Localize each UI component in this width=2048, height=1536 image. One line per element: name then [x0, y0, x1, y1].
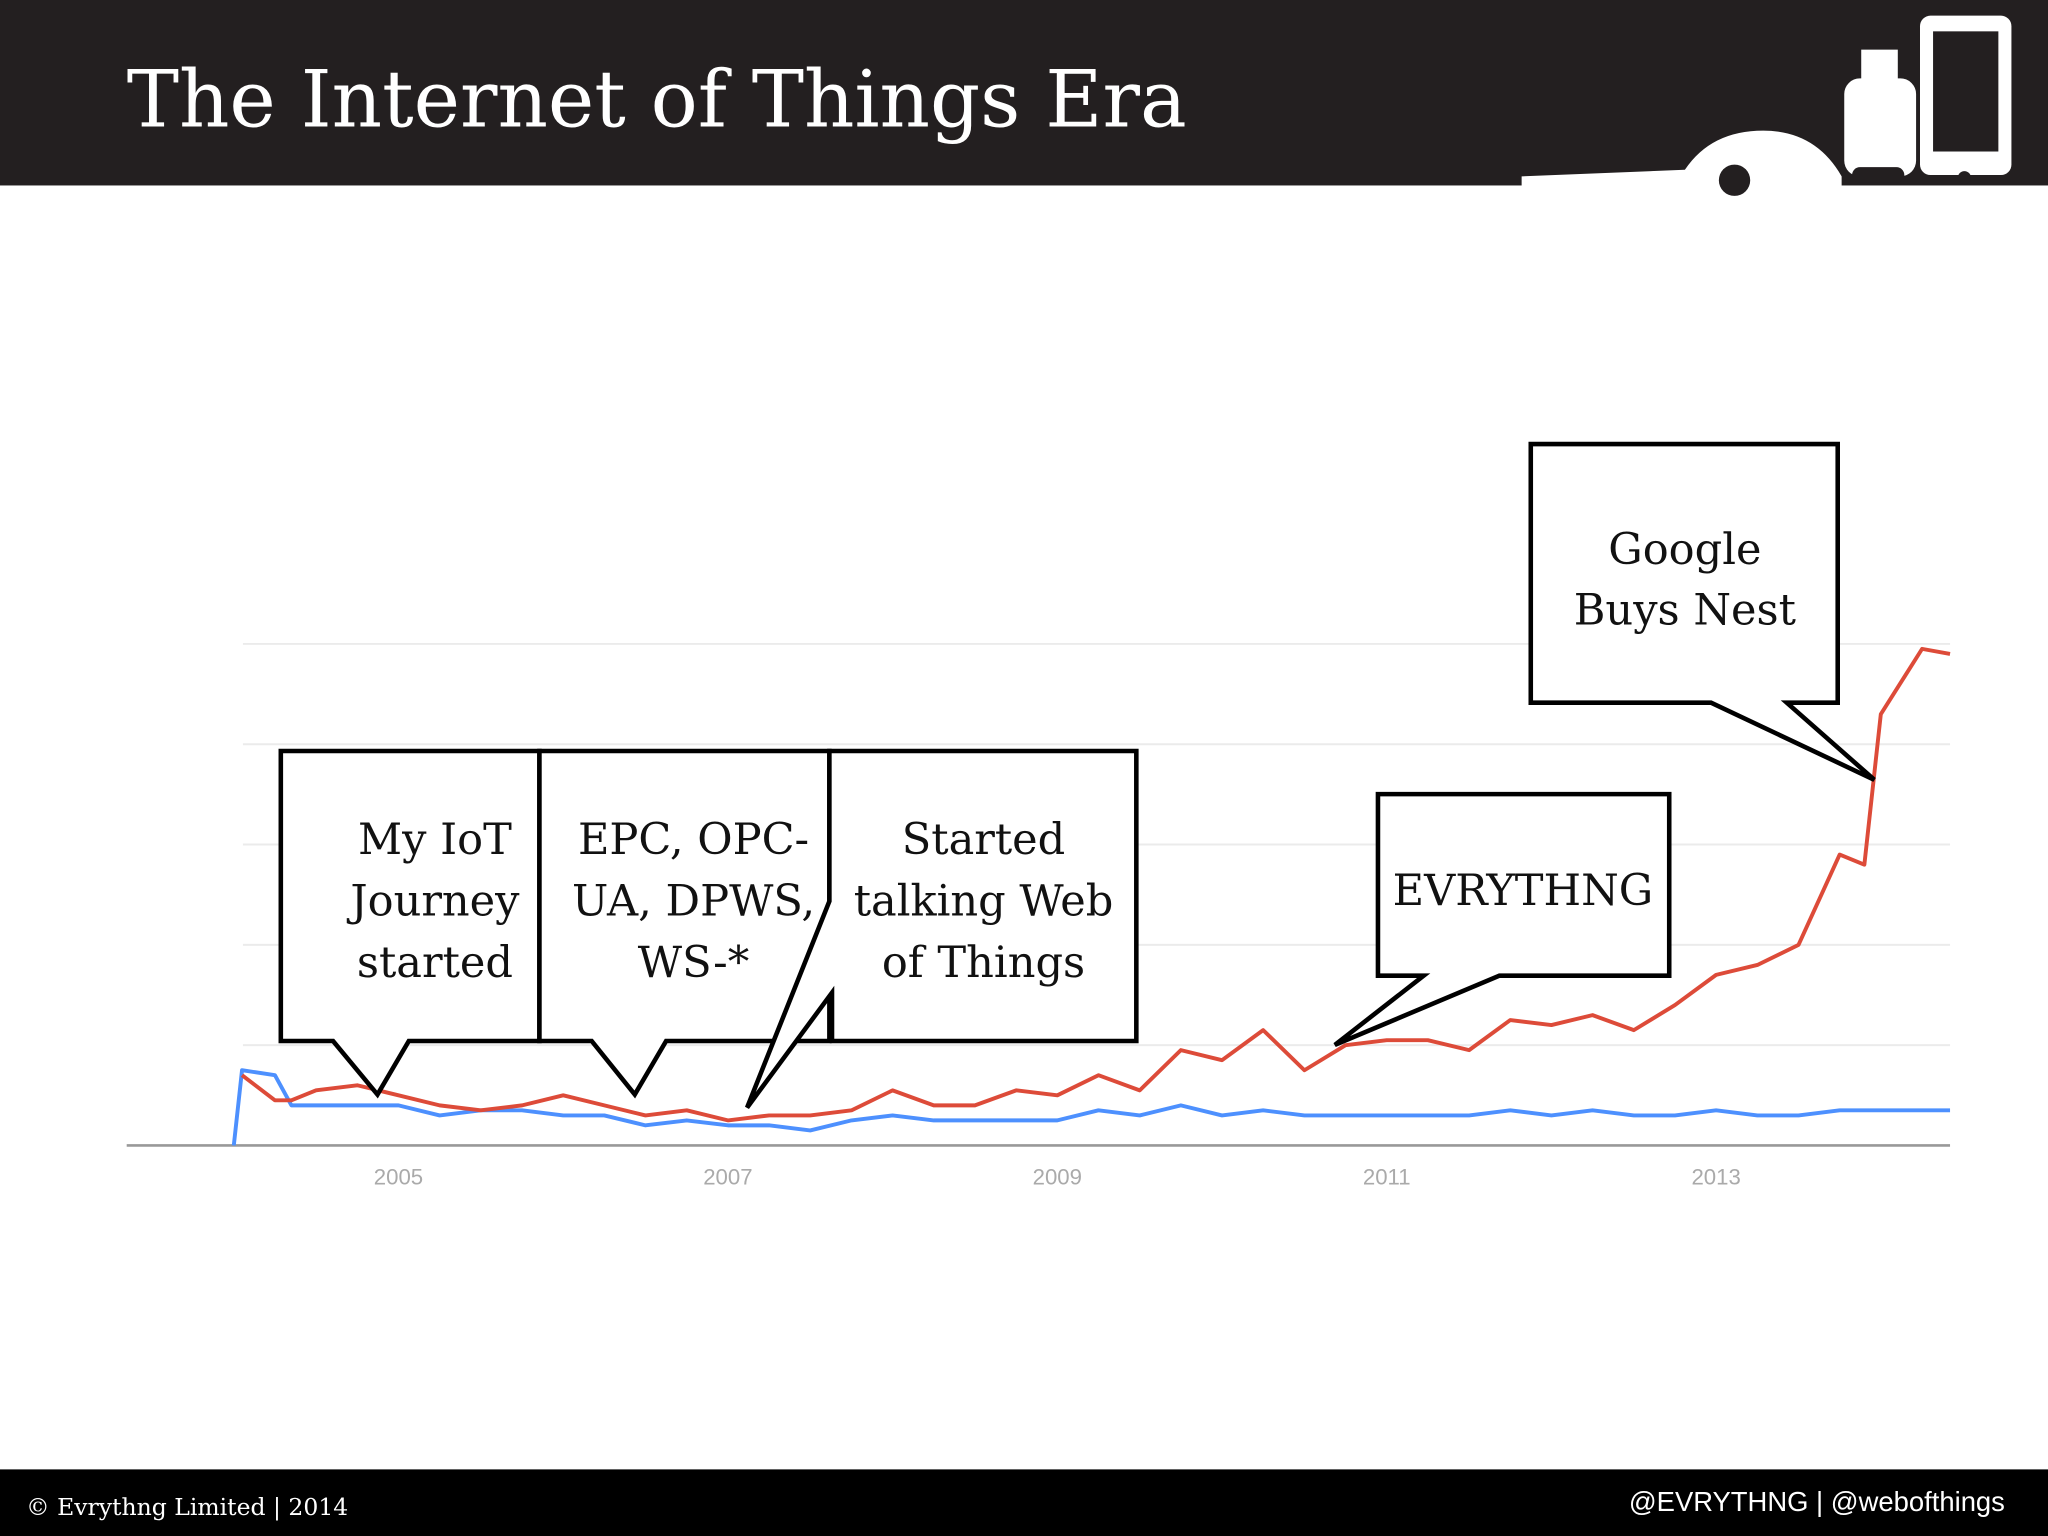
x-tick-label: 2005	[374, 1165, 423, 1190]
callout-text: Buys Nest	[1574, 585, 1796, 635]
chart: 2005 2007 2009 2011 2013 My IoT Journey started…	[126, 441, 1951, 1190]
callout-box	[1528, 441, 1876, 782]
x-tick-label: 2013	[1691, 1165, 1740, 1190]
footer-bar	[0, 1469, 2048, 1536]
callout-text: Google	[1608, 525, 1761, 575]
slide-title: The Internet of Things Era	[127, 55, 1187, 146]
callout-text: Started	[902, 815, 1066, 865]
callout-text: started	[357, 938, 513, 988]
callout-text: UA, DPWS,	[572, 877, 815, 927]
footer-left: © Evrythng Limited | 2014	[26, 1493, 348, 1522]
callout-box	[1333, 791, 1672, 1048]
callout-text: My IoT	[358, 815, 512, 865]
series-line	[231, 1068, 1951, 1146]
callout-text: of Things	[882, 938, 1085, 988]
callout-text: Journey	[346, 877, 520, 927]
footer-right: @EVRYTHNG | @webofthings	[1629, 1486, 2005, 1517]
callout-box	[744, 748, 1139, 1109]
header-icons	[1521, 15, 2012, 196]
x-tick-label: 2011	[1363, 1165, 1411, 1190]
callout-text: EVRYTHNG	[1393, 866, 1654, 916]
series-line	[240, 646, 1951, 1123]
x-tick-label: 2009	[1033, 1165, 1082, 1190]
x-tick-label: 2007	[703, 1165, 752, 1190]
callout-text: EPC, OPC-	[578, 815, 809, 865]
callout-text: WS-*	[638, 938, 750, 988]
callout-text: talking Web	[854, 877, 1114, 927]
